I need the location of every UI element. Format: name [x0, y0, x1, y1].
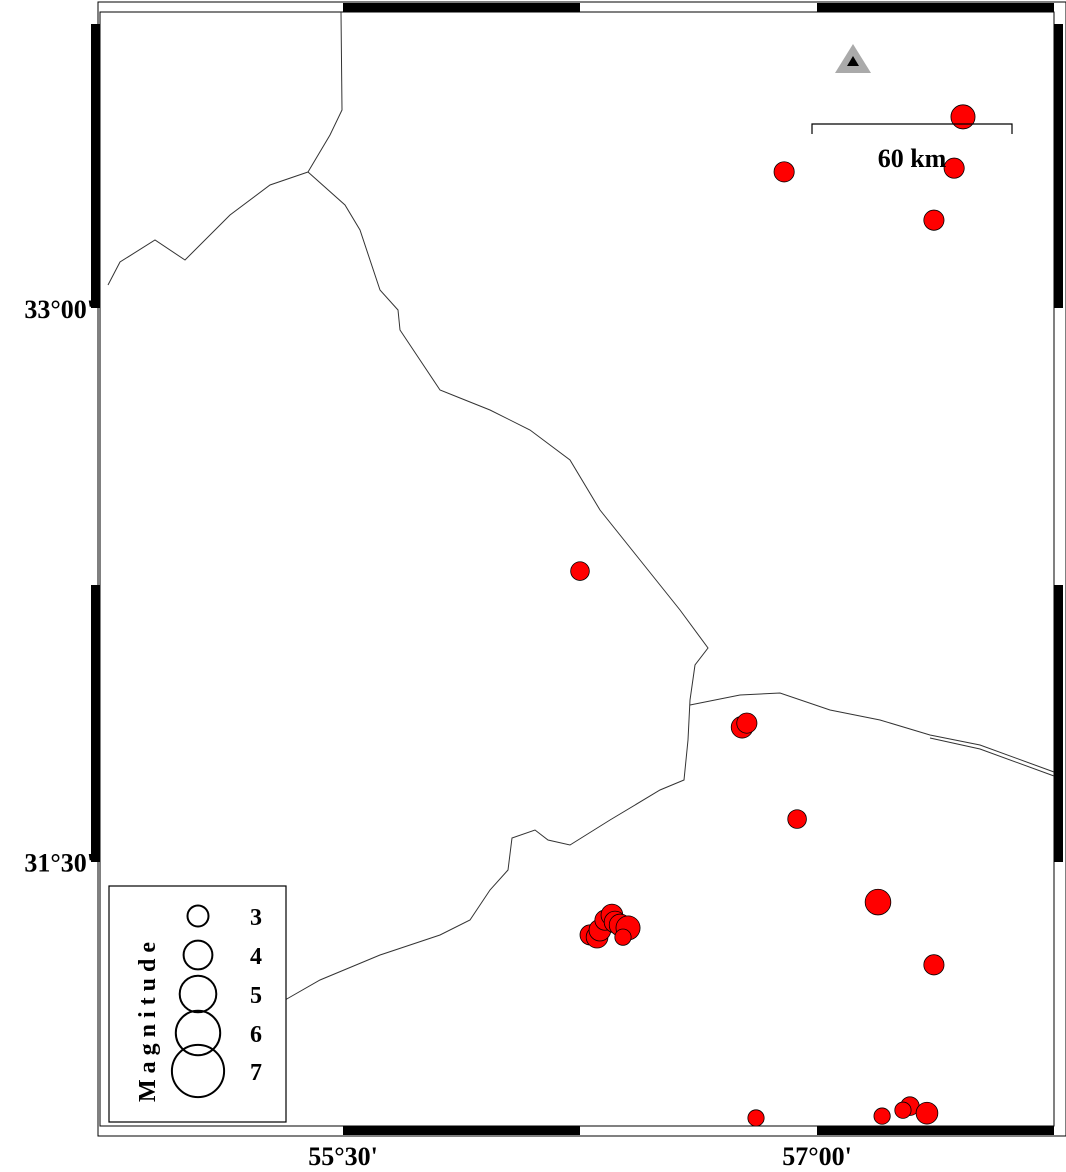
y-tick-label: 33°00': [24, 295, 94, 324]
earthquake-event: [943, 157, 965, 179]
frame-segment: [817, 3, 1054, 12]
frame-segment: [343, 1126, 580, 1135]
earthquake-event: [915, 1101, 939, 1125]
earthquake-event: [614, 928, 632, 946]
x-tick-label: 55°30': [308, 1142, 378, 1171]
border-line: [107, 171, 309, 286]
earthquake-event: [864, 888, 892, 916]
legend: Magnitude 3 4 5 6 7: [108, 885, 287, 1123]
legend-box: [108, 885, 287, 1123]
frame-segment: [1054, 24, 1063, 308]
legend-label: 6: [250, 1022, 262, 1048]
y-tick-label: 31°30': [24, 849, 94, 878]
borders: [107, 11, 1055, 1001]
tick-labels: 55°30' 57°00' 33°00' 31°30': [24, 295, 851, 1171]
legend-circle: [186, 904, 210, 928]
frame-segment: [91, 24, 100, 308]
border-line: [307, 11, 343, 173]
legend-label: 7: [250, 1060, 262, 1086]
earthquake-event: [570, 561, 590, 581]
legend-circle: [182, 939, 214, 971]
x-tick-label: 57°00': [782, 1142, 852, 1171]
earthquake-event: [736, 712, 758, 734]
frame-segment: [343, 3, 580, 12]
earthquake-event: [787, 809, 807, 829]
events: [570, 104, 976, 1127]
earthquake-event: [923, 209, 945, 231]
earthquake-event: [773, 161, 795, 183]
station-marker: [835, 44, 871, 73]
scale-bar-line: [811, 123, 1013, 134]
legend-title: Magnitude: [135, 936, 161, 1102]
frame-outer: [97, 1, 1066, 1137]
legend-circle: [170, 1043, 226, 1099]
legend-label: 5: [250, 983, 262, 1009]
border-line: [284, 171, 709, 1001]
scale-bar-label: 60 km: [878, 144, 947, 173]
frame-segment: [91, 585, 100, 862]
legend-label: 4: [250, 944, 262, 970]
scale-bar: [811, 123, 1013, 134]
legend-circle: [178, 974, 218, 1014]
border-line: [689, 692, 1055, 773]
border-line: [929, 737, 1055, 777]
earthquake-event: [894, 1101, 912, 1119]
earthquake-event: [923, 954, 945, 976]
frame-segment: [817, 1126, 1054, 1135]
earthquake-event: [950, 104, 976, 130]
frame-segment: [1054, 585, 1063, 862]
legend-circle: [174, 1009, 222, 1057]
earthquake-event: [747, 1109, 765, 1127]
legend-label: 3: [250, 905, 262, 931]
earthquake-event: [873, 1107, 891, 1125]
station-triangle-inner-icon: [847, 56, 859, 66]
map-frame: [91, 1, 1066, 1137]
